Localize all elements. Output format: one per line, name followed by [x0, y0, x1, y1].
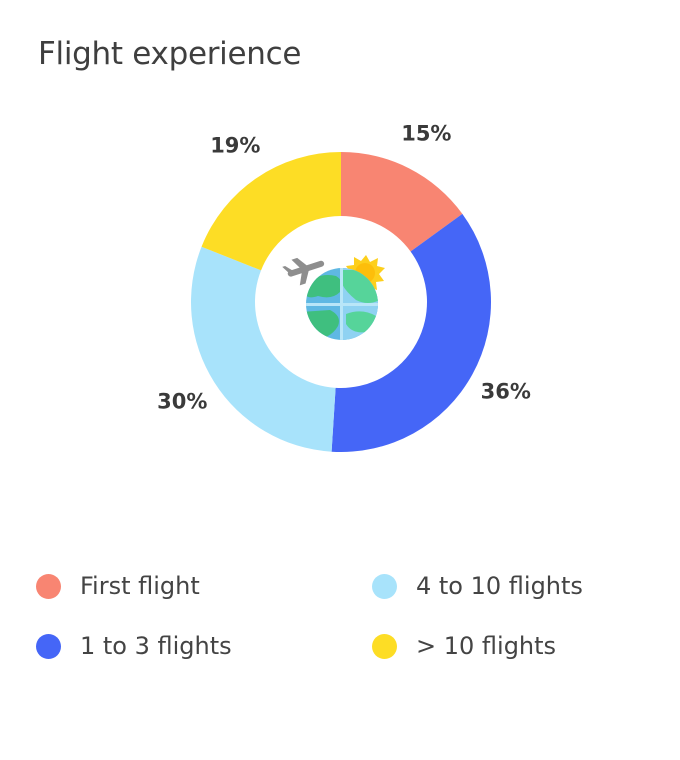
- legend-label: > 10 flights: [416, 632, 557, 660]
- pct-label-more-than-10-flights: 19%: [210, 134, 260, 158]
- legend-item-first-flight: First flight: [36, 572, 200, 600]
- airplane-icon: [282, 257, 325, 286]
- legend-swatch: [372, 573, 397, 599]
- chart-title: Flight experience: [38, 36, 302, 72]
- legend-label: 4 to 10 flights: [416, 572, 583, 600]
- slice-1-to-3-flights: [331, 213, 492, 452]
- pct-label-1-to-3-flights: 36%: [481, 380, 531, 404]
- legend-item-4-to-10-flights: 4 to 10 flights: [372, 572, 583, 600]
- globe-with-airplane-and-sun-icon: [282, 255, 385, 340]
- legend-label: 1 to 3 flights: [80, 632, 232, 660]
- percentage-labels: 15% 36% 30% 19%: [157, 121, 531, 413]
- legend-swatch: [372, 633, 397, 659]
- slice-first-flight: [341, 152, 463, 252]
- pct-label-first-flight: 15%: [401, 121, 451, 145]
- donut-slices: [190, 152, 492, 452]
- legend-item-more-than-10-flights: > 10 flights: [372, 632, 556, 660]
- pct-label-4-to-10-flights: 30%: [157, 390, 207, 414]
- donut-chart: 15% 36% 30% 19%: [157, 121, 531, 452]
- slice-4-to-10-flights: [190, 246, 336, 452]
- legend-swatch: [36, 573, 61, 599]
- legend-swatch: [36, 633, 61, 659]
- slice-more-than-10-flights: [201, 152, 341, 271]
- legend-item-1-to-3-flights: 1 to 3 flights: [36, 632, 232, 660]
- legend-label: First flight: [80, 572, 200, 600]
